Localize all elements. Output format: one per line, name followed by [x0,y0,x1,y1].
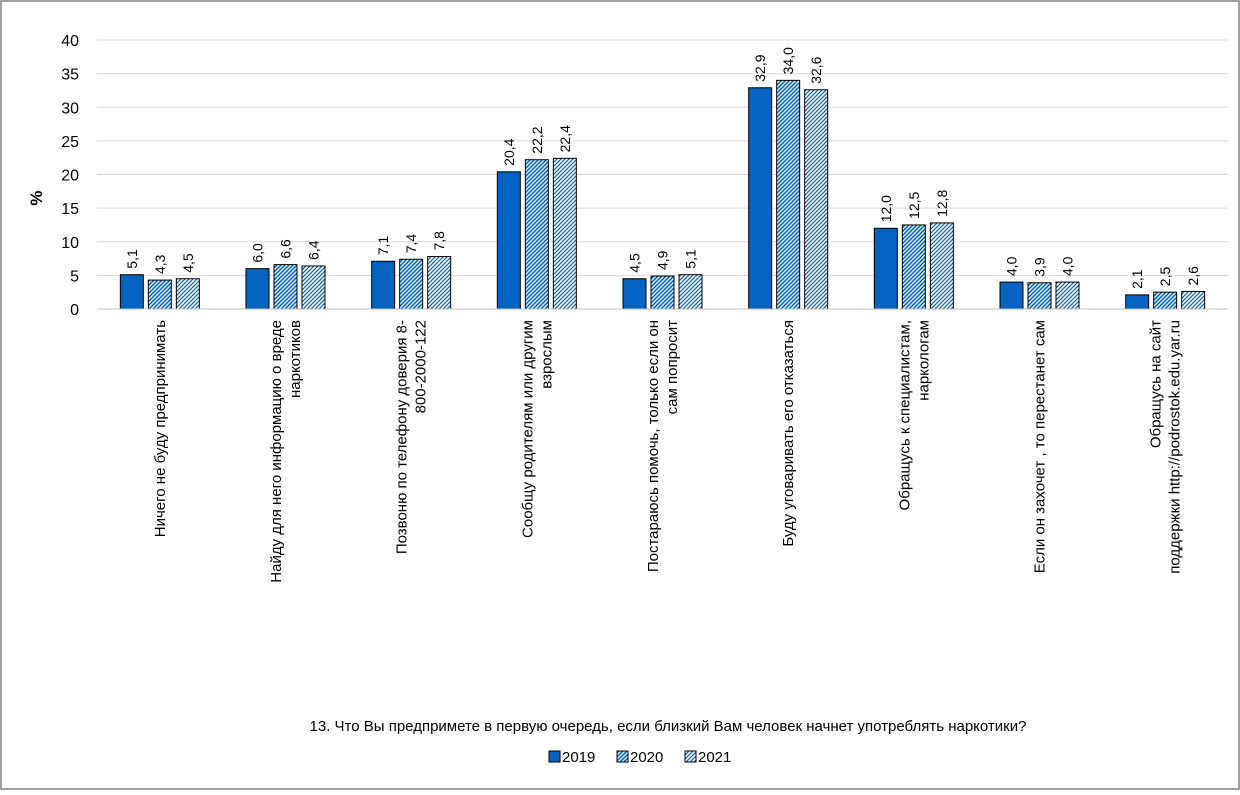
y-tick-label: 5 [70,268,79,285]
bar [901,224,926,310]
bar [399,258,424,310]
bar [1027,282,1052,310]
bar [1153,291,1178,310]
bar [776,79,801,310]
bars [119,79,1206,310]
data-label: 4,3 [152,254,168,274]
data-label: 7,8 [431,231,447,251]
bar [1181,291,1206,310]
data-label: 4,5 [180,253,196,273]
y-tick-label: 0 [70,302,79,319]
legend-label: 2019 [562,749,595,766]
bar [245,268,270,310]
bar [748,87,773,310]
data-label: 6,4 [306,240,322,260]
y-tick-label: 10 [61,235,79,252]
legend-swatch [616,750,629,763]
category-label: Буду уговаривать его отказаться [780,320,797,547]
bar [650,275,675,310]
bar [524,159,549,310]
y-tick-label: 20 [61,168,79,185]
data-label: 20,4 [501,138,517,165]
category-label: Ничего не буду предпринимать [152,320,169,537]
y-tick-label: 25 [61,134,79,151]
category-label: взрослым [538,320,555,389]
bar [804,89,829,310]
data-label: 12,5 [906,191,922,218]
bar [999,281,1024,310]
category-label: Постараюсь помочь, только если он [645,320,662,572]
legend-label: 2021 [698,749,731,766]
data-label: 32,6 [808,56,824,83]
data-label: 12,0 [878,195,894,222]
bar [273,264,298,310]
category-label: наркологам [915,320,932,401]
y-tick-label: 35 [61,67,79,84]
data-label: 4,5 [627,253,643,273]
category-label: 800-2000-122 [413,320,430,413]
data-label: 4,9 [655,250,671,270]
y-tick-label: 40 [61,33,79,50]
data-label: 3,9 [1032,257,1048,277]
legend-swatch [684,750,697,763]
bar [929,222,954,310]
bar [552,157,577,310]
legend-label: 2020 [630,749,663,766]
data-label: 4,0 [1004,256,1020,276]
data-label: 22,2 [529,126,545,153]
category-label: поддержки http://podrostok.edu.yar.ru [1167,320,1184,574]
data-label: 2,1 [1129,269,1145,289]
bar [301,265,326,310]
data-label: 6,6 [278,239,294,259]
category-label: Сообщу родителям или другим [519,320,536,538]
bar [427,256,452,310]
y-axis: 0 5 10 15 20 25 30 35 40 [61,33,79,319]
category-label: наркотиков [287,320,304,398]
data-labels: 5,1 4,3 4,5 6,0 6,6 6,4 7,1 7,4 7,8 20,4 22,2 22,4 4… [124,47,1201,289]
data-label: 7,1 [375,236,391,256]
legend-swatch [548,750,561,763]
category-label: сам попросит [664,320,681,414]
data-label: 2,6 [1185,266,1201,286]
data-label: 2,5 [1157,267,1173,287]
bar [873,227,898,310]
bar [1125,294,1150,310]
data-label: 34,0 [780,47,796,74]
y-tick-label: 30 [61,100,79,117]
data-label: 5,1 [683,249,699,269]
data-label: 4,0 [1060,256,1076,276]
category-label: Найду для него информацию о вреде [268,320,285,583]
y-axis-title: % [27,190,46,205]
gridlines [97,39,1228,276]
legend: 2019 2020 2021 [548,749,731,766]
data-label: 32,9 [752,54,768,81]
category-label: Позвоню по телефону доверия 8- [394,320,411,554]
category-label: Обращусь к специалистам, [896,320,913,510]
y-tick-label: 15 [61,201,79,218]
category-label: Если он захочет , то перестанет сам [1032,320,1049,573]
data-label: 5,1 [124,249,140,269]
bar [175,278,200,310]
bar [119,274,144,310]
bar [678,274,703,310]
data-label: 22,4 [557,125,573,152]
data-label: 12,8 [934,189,950,216]
data-label: 7,4 [403,234,419,254]
bar [147,279,172,310]
x-axis-title: 13. Что Вы предпримете в первую очередь,… [310,718,1027,735]
data-label: 6,0 [250,243,266,263]
category-label: Обращусь на сайт [1148,320,1165,448]
bar [1055,281,1080,310]
bar [371,260,396,310]
bar [622,278,647,310]
bar [496,171,521,310]
category-labels: Ничего не буду предпринимать Найду для не… [152,320,1184,583]
